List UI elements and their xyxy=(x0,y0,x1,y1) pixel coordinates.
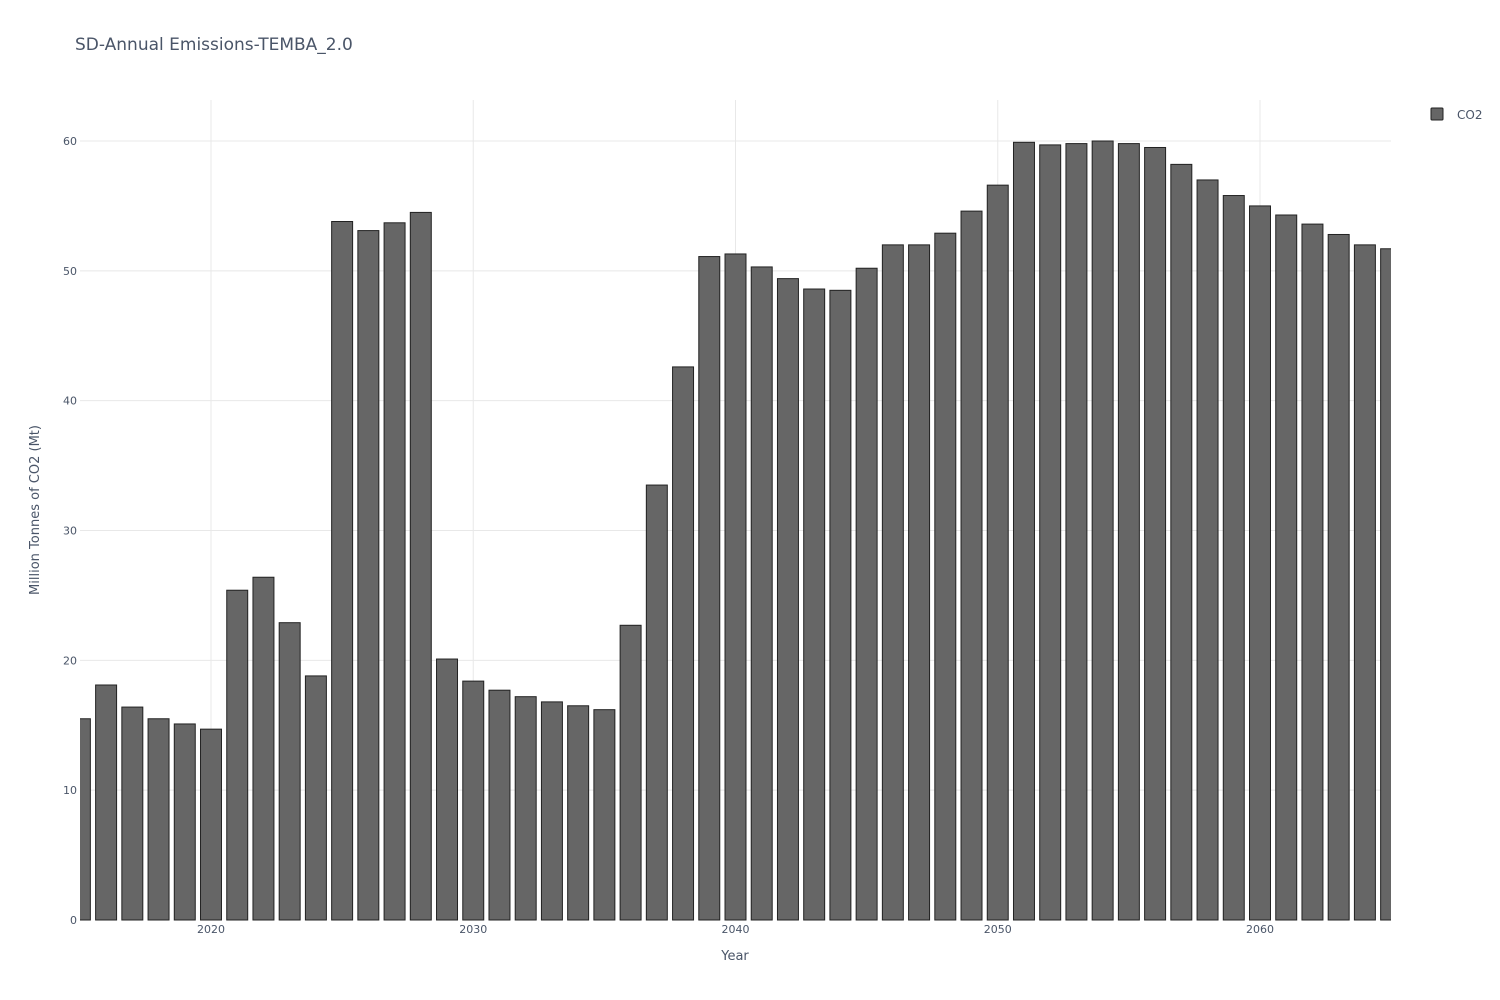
bar-2037[interactable] xyxy=(645,484,668,921)
bar-2055[interactable] xyxy=(1117,143,1140,921)
bar-2065[interactable] xyxy=(1380,248,1402,921)
bar-2027[interactable] xyxy=(383,222,406,921)
bar-2057[interactable] xyxy=(1170,163,1193,921)
bar-2049[interactable] xyxy=(960,210,983,921)
x-tick-labels: 2020 2030 2040 2050 2060 xyxy=(197,923,1274,936)
bar-2035[interactable] xyxy=(593,709,616,921)
bar-2060[interactable] xyxy=(1249,205,1271,921)
bar-2059[interactable] xyxy=(1222,195,1245,921)
bar-2056[interactable] xyxy=(1144,146,1167,921)
bar-2018[interactable] xyxy=(147,718,170,921)
x-tick-label: 2040 xyxy=(722,923,750,936)
bar-2031[interactable] xyxy=(488,689,511,921)
bar-2034[interactable] xyxy=(567,705,590,921)
bar-2038[interactable] xyxy=(672,366,695,921)
bar-2041[interactable] xyxy=(750,266,773,921)
bar-2019[interactable] xyxy=(173,723,196,921)
y-tick-labels: 0 10 20 30 40 50 60 xyxy=(63,135,77,927)
legend-label-co2: CO2 xyxy=(1457,108,1482,122)
bar-2028[interactable] xyxy=(409,211,432,921)
bar-2048[interactable] xyxy=(934,232,957,921)
bars xyxy=(69,140,1402,921)
bar-2036[interactable] xyxy=(619,624,642,921)
bar-2063[interactable] xyxy=(1327,233,1350,921)
bar-2058[interactable] xyxy=(1196,179,1219,921)
bar-2042[interactable] xyxy=(776,278,799,921)
bar-2025[interactable] xyxy=(331,220,354,921)
bar-2029[interactable] xyxy=(436,658,459,921)
bar-2045[interactable] xyxy=(855,267,878,921)
x-axis-title: Year xyxy=(720,949,749,964)
chart-title: SD-Annual Emissions-TEMBA_2.0 xyxy=(75,35,353,55)
bar-2020[interactable] xyxy=(200,728,222,921)
y-tick-label: 20 xyxy=(63,654,77,667)
bar-2053[interactable] xyxy=(1065,143,1088,921)
bar-2051[interactable] xyxy=(1012,141,1035,921)
bar-2021[interactable] xyxy=(226,589,249,921)
y-tick-label: 40 xyxy=(63,395,77,408)
bar-2024[interactable] xyxy=(304,675,327,921)
x-tick-label: 2050 xyxy=(984,923,1012,936)
y-tick-label: 50 xyxy=(63,265,77,278)
bar-2017[interactable] xyxy=(121,706,144,921)
x-tick-label: 2030 xyxy=(459,923,487,936)
bar-2040[interactable] xyxy=(724,253,747,921)
bar-2047[interactable] xyxy=(908,244,931,921)
y-axis-title: Million Tonnes of CO2 (Mt) xyxy=(28,425,43,595)
bar-2026[interactable] xyxy=(357,230,380,921)
bar-2032[interactable] xyxy=(514,696,537,921)
bar-2062[interactable] xyxy=(1301,223,1324,921)
bar-2030[interactable] xyxy=(462,680,485,921)
y-tick-label: 10 xyxy=(63,784,77,797)
bar-2054[interactable] xyxy=(1091,140,1114,921)
y-tick-label: 60 xyxy=(63,135,77,148)
bar-2064[interactable] xyxy=(1353,244,1376,921)
legend-swatch xyxy=(1430,107,1444,121)
bar-2022[interactable] xyxy=(252,576,275,921)
bar-2043[interactable] xyxy=(803,288,826,921)
bar-2039[interactable] xyxy=(698,256,721,921)
bar-2033[interactable] xyxy=(540,701,563,921)
legend[interactable]: CO2 xyxy=(1430,107,1482,122)
y-tick-label: 30 xyxy=(63,525,77,538)
bar-2050[interactable] xyxy=(986,184,1009,921)
bar-2044[interactable] xyxy=(829,289,852,921)
bar-2023[interactable] xyxy=(278,622,301,921)
bar-2016[interactable] xyxy=(95,684,118,921)
bar-2015[interactable] xyxy=(69,718,91,921)
bar-2061[interactable] xyxy=(1275,214,1298,921)
x-tick-label: 2060 xyxy=(1246,923,1274,936)
y-tick-label: 0 xyxy=(70,914,77,927)
bar-2052[interactable] xyxy=(1039,144,1062,921)
x-tick-label: 2020 xyxy=(197,923,225,936)
bar-2046[interactable] xyxy=(881,244,904,921)
